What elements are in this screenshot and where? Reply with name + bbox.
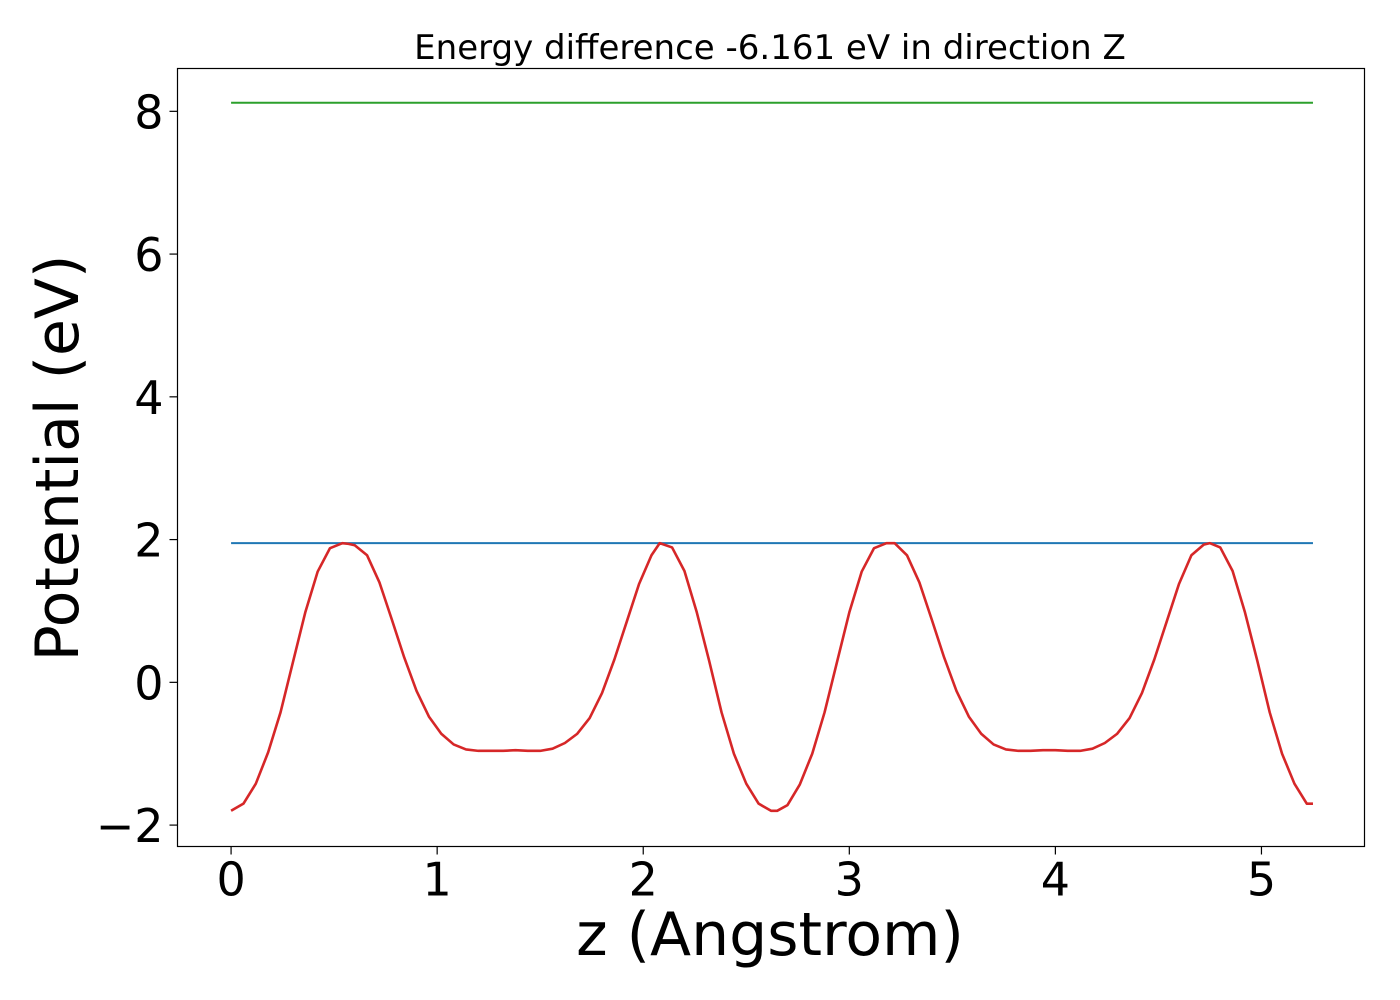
x-tick-label: 0 [216, 853, 245, 907]
y-tick-label: 6 [134, 228, 163, 282]
x-tick-label: 2 [629, 853, 658, 907]
x-axis-ticks: 0 1 2 3 4 5 [216, 846, 1276, 907]
chart-title: Energy difference -6.161 eV in direction… [414, 28, 1126, 68]
y-tick-label: 4 [134, 371, 163, 425]
x-tick-label: 5 [1247, 853, 1276, 907]
y-tick-label: 8 [134, 85, 163, 139]
x-tick-label: 4 [1041, 853, 1070, 907]
x-axis-label: z (Angstrom) [576, 900, 964, 970]
y-axis-ticks: −2 0 2 4 6 8 [96, 85, 178, 853]
y-tick-label: 2 [134, 514, 163, 568]
y-axis-label: Potential (eV) [23, 255, 93, 662]
y-tick-label: −2 [96, 799, 164, 853]
x-tick-label: 1 [423, 853, 452, 907]
series-line-0 [230, 541, 1313, 813]
y-tick-label: 0 [134, 656, 163, 710]
plot-frame [176, 67, 1366, 848]
plot-area [230, 101, 1313, 813]
x-tick-label: 3 [835, 853, 864, 907]
